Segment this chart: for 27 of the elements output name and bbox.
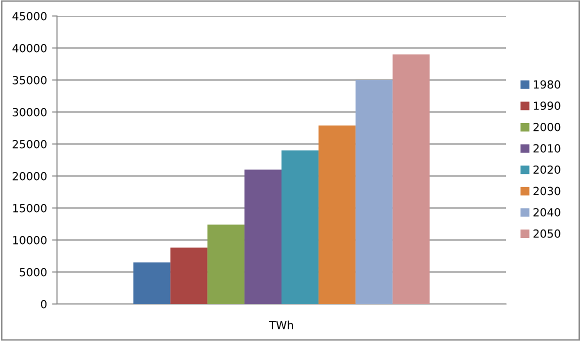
y-tick-label: 35000 [12, 76, 47, 84]
y-tick-label: 10000 [13, 236, 47, 244]
legend-label: 2020 [534, 165, 560, 174]
legend-label: 2030 [534, 186, 560, 196]
legend-label: 2000 [534, 122, 560, 132]
legend-label: 2010 [534, 144, 560, 153]
y-tick-label: 25000 [12, 140, 47, 148]
y-tick-label: 0 [40, 300, 47, 308]
y-tick-label: 30000 [12, 108, 47, 116]
legend-label: 2050 [534, 229, 560, 238]
legend-label: 1980 [534, 80, 560, 89]
bar [133, 262, 170, 304]
bar [392, 54, 430, 304]
bar [207, 224, 244, 304]
legend-label: 1990 [534, 102, 560, 110]
y-tick-label: 5000 [20, 268, 47, 276]
legend-label: 2040 [534, 208, 560, 216]
bar [170, 248, 208, 304]
x-tick-label: TWh [269, 320, 293, 330]
y-tick-label: 40000 [12, 44, 47, 52]
bar [356, 80, 393, 304]
bar [318, 125, 356, 304]
bar [244, 170, 282, 304]
y-tick-label: 15000 [13, 204, 47, 212]
y-tick-label: 45000 [12, 12, 47, 20]
y-tick-label: 20000 [12, 172, 47, 180]
bar [282, 150, 319, 304]
